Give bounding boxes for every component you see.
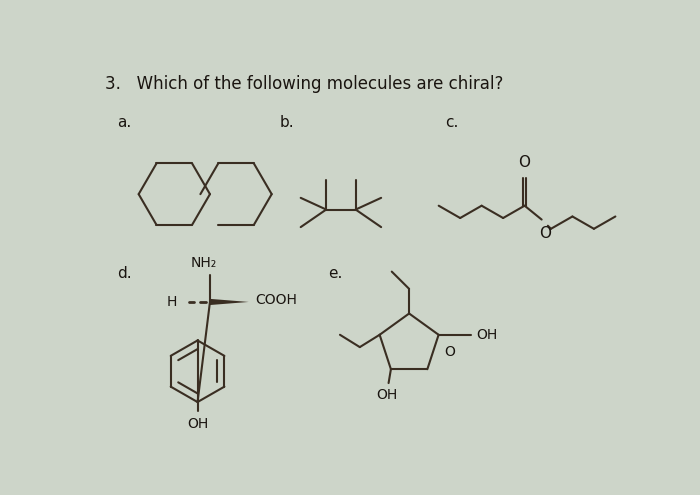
Text: O: O [539, 226, 551, 241]
Text: c.: c. [446, 115, 459, 130]
Text: OH: OH [476, 328, 497, 342]
Polygon shape [210, 299, 248, 305]
Text: e.: e. [328, 266, 342, 281]
Text: H: H [167, 295, 177, 309]
Text: O: O [444, 345, 455, 359]
Text: OH: OH [187, 417, 208, 432]
Text: a.: a. [117, 115, 131, 130]
Text: d.: d. [117, 266, 132, 281]
Text: 3.   Which of the following molecules are chiral?: 3. Which of the following molecules are … [104, 75, 503, 93]
Text: NH₂: NH₂ [190, 255, 217, 270]
Text: b.: b. [280, 115, 294, 130]
Text: O: O [519, 155, 531, 170]
Text: OH: OH [377, 389, 398, 402]
Text: COOH: COOH [255, 294, 297, 307]
